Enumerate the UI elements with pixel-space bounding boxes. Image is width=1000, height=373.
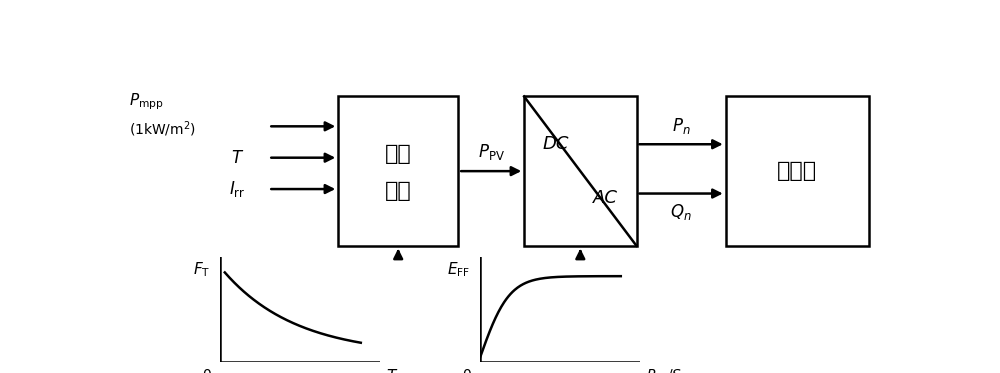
Text: $E_{\mathrm{FF}}$: $E_{\mathrm{FF}}$ [447, 260, 470, 279]
Bar [338, 97, 458, 246]
Text: DC: DC [542, 135, 569, 153]
Text: $T$: $T$ [231, 149, 244, 167]
Text: $P_n$: $P_n$ [672, 116, 690, 135]
Text: 0: 0 [202, 368, 210, 373]
Text: $P_{\mathrm{mpp}}$: $P_{\mathrm{mpp}}$ [129, 92, 163, 112]
Text: 光伏: 光伏 [385, 144, 412, 164]
Text: $I_{\mathrm{rr}}$: $I_{\mathrm{rr}}$ [229, 179, 246, 199]
Text: AC: AC [593, 189, 618, 207]
Text: $T$: $T$ [386, 368, 399, 373]
Text: $P_{\mathrm{PV}}$: $P_{\mathrm{PV}}$ [478, 142, 505, 163]
Text: $F_{\mathrm{T}}$: $F_{\mathrm{T}}$ [193, 260, 210, 279]
Text: $Q_n$: $Q_n$ [670, 202, 692, 222]
Bar [726, 97, 869, 246]
Bar [524, 97, 637, 246]
Text: $P_{\mathrm{PV}}/S_{\mathrm{PV}}$: $P_{\mathrm{PV}}/S_{\mathrm{PV}}$ [646, 368, 696, 373]
Text: 0: 0 [462, 368, 470, 373]
Text: 配电网: 配电网 [777, 161, 817, 181]
Text: $(1\mathrm{kW/m}^2)$: $(1\mathrm{kW/m}^2)$ [129, 119, 196, 139]
Text: 阵列: 阵列 [385, 181, 412, 201]
